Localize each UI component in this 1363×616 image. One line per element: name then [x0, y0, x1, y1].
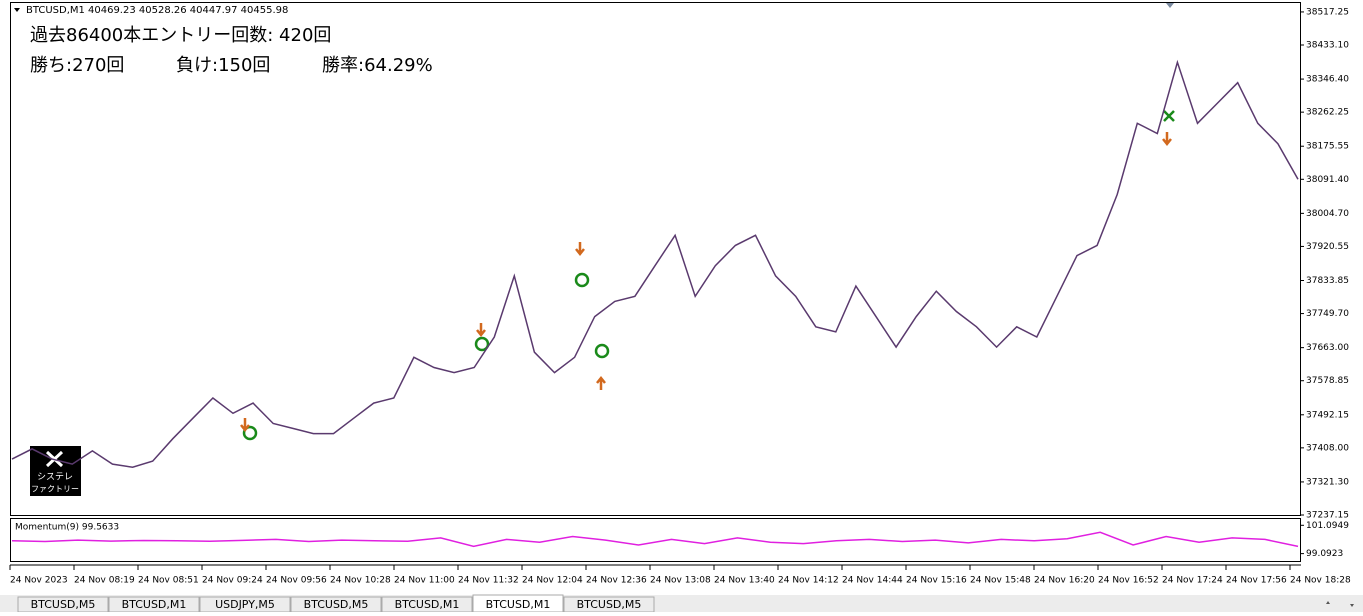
- x-tick-label: 24 Nov 16:20: [1034, 576, 1095, 586]
- x-tick-label: 24 Nov 12:36: [586, 576, 647, 586]
- losses: 負け:150回: [176, 55, 270, 76]
- tab-label[interactable]: BTCUSD,M5: [304, 598, 369, 611]
- menu-arrow[interactable]: [14, 8, 20, 12]
- ohlc: 40469.23 40528.26 40447.97 40455.98: [88, 5, 288, 16]
- y-tick-label: 37321.30: [1306, 477, 1349, 487]
- x-tick-label: 24 Nov 08:19: [74, 576, 135, 586]
- momentum-label: Momentum(9) 99.5633: [15, 523, 119, 533]
- y-tick-label: 38175.55: [1306, 142, 1349, 152]
- entry-count: 過去86400本エントリー回数: 420回: [30, 25, 331, 46]
- x-tick-label: 24 Nov 09:24: [202, 576, 263, 586]
- wins: 勝ち:270回: [30, 55, 124, 76]
- y-tick-label: 38262.25: [1306, 108, 1349, 118]
- x-tick-label: 24 Nov 13:08: [650, 576, 711, 586]
- tab-label[interactable]: BTCUSD,M5: [577, 598, 642, 611]
- shift-marker: [1166, 3, 1174, 8]
- y-tick-label: 37408.00: [1306, 443, 1349, 453]
- y-tick-label: 37492.15: [1306, 410, 1349, 420]
- x-tick-label: 24 Nov 14:44: [842, 576, 903, 586]
- tab-label[interactable]: BTCUSD,M5: [31, 598, 96, 611]
- sell-arrow: [575, 242, 585, 257]
- y-tick-label: 38517.25: [1306, 7, 1349, 17]
- tab-label[interactable]: USDJPY,M5: [215, 598, 275, 611]
- y-tick-label: 37237.15: [1306, 511, 1349, 521]
- x-tick-label: 24 Nov 17:24: [1162, 576, 1223, 586]
- signals: [240, 110, 1175, 441]
- price-frame: [10, 2, 1301, 516]
- signal-circle: [574, 272, 590, 288]
- signal-circle: [242, 425, 258, 441]
- x-tick-label: 24 Nov 15:48: [970, 576, 1031, 586]
- tab-label[interactable]: BTCUSD,M1: [395, 598, 460, 611]
- y-tick-label: 37749.70: [1306, 309, 1349, 319]
- buy-arrow: [596, 375, 606, 390]
- x-tick-label: 24 Nov 08:51: [138, 576, 199, 586]
- x-tick-label: 24 Nov 14:12: [778, 576, 839, 586]
- momentum-frame: [10, 518, 1301, 562]
- x-tick-label: 24 Nov 16:52: [1098, 576, 1159, 586]
- x-tick-label: 24 Nov 2023: [10, 576, 68, 586]
- x-tick-label: 24 Nov 13:40: [714, 576, 775, 586]
- logo-box: [30, 446, 81, 496]
- logo-text: システレ: [37, 472, 73, 483]
- x-tick-label: 24 Nov 11:00: [394, 576, 455, 586]
- x-tick-label: 24 Nov 15:16: [906, 576, 967, 586]
- x-tick-label: 24 Nov 18:28: [1290, 576, 1351, 586]
- tab-label[interactable]: BTCUSD,M1: [486, 598, 551, 611]
- y-tick-label: 37833.85: [1306, 276, 1349, 286]
- momentum-line: [11, 531, 1299, 548]
- sell-arrow: [1162, 132, 1172, 147]
- exit-mark: [1163, 110, 1175, 122]
- win-rate: 勝率:64.29%: [322, 55, 433, 76]
- x-tick-label: 24 Nov 09:56: [266, 576, 327, 586]
- y-tick-label: 38433.10: [1306, 41, 1349, 51]
- sell-arrow: [476, 323, 486, 338]
- logo-text: ファクトリー: [31, 485, 79, 494]
- symbol: BTCUSD,M1: [26, 5, 85, 16]
- x-tick-label: 24 Nov 12:04: [522, 576, 583, 586]
- y-tick-label: 38346.40: [1306, 75, 1349, 85]
- y-tick-label: 37578.85: [1306, 376, 1349, 386]
- y-tick-label: 37663.00: [1306, 343, 1349, 353]
- signal-circle: [474, 336, 490, 352]
- y-tick-label: 99.0923: [1306, 549, 1343, 559]
- price-line: [11, 59, 1299, 468]
- y-tick-label: 101.0949: [1306, 521, 1349, 531]
- tab-label[interactable]: BTCUSD,M1: [122, 598, 187, 611]
- sell-arrow: [240, 418, 250, 433]
- x-tick-label: 24 Nov 10:28: [330, 576, 391, 586]
- x-tick-label: 24 Nov 17:56: [1226, 576, 1287, 586]
- y-tick-label: 37920.55: [1306, 242, 1349, 252]
- y-tick-label: 38004.70: [1306, 209, 1349, 219]
- x-tick-label: 24 Nov 11:32: [458, 576, 519, 586]
- signal-circle: [594, 343, 610, 359]
- y-tick-label: 38091.40: [1306, 175, 1349, 185]
